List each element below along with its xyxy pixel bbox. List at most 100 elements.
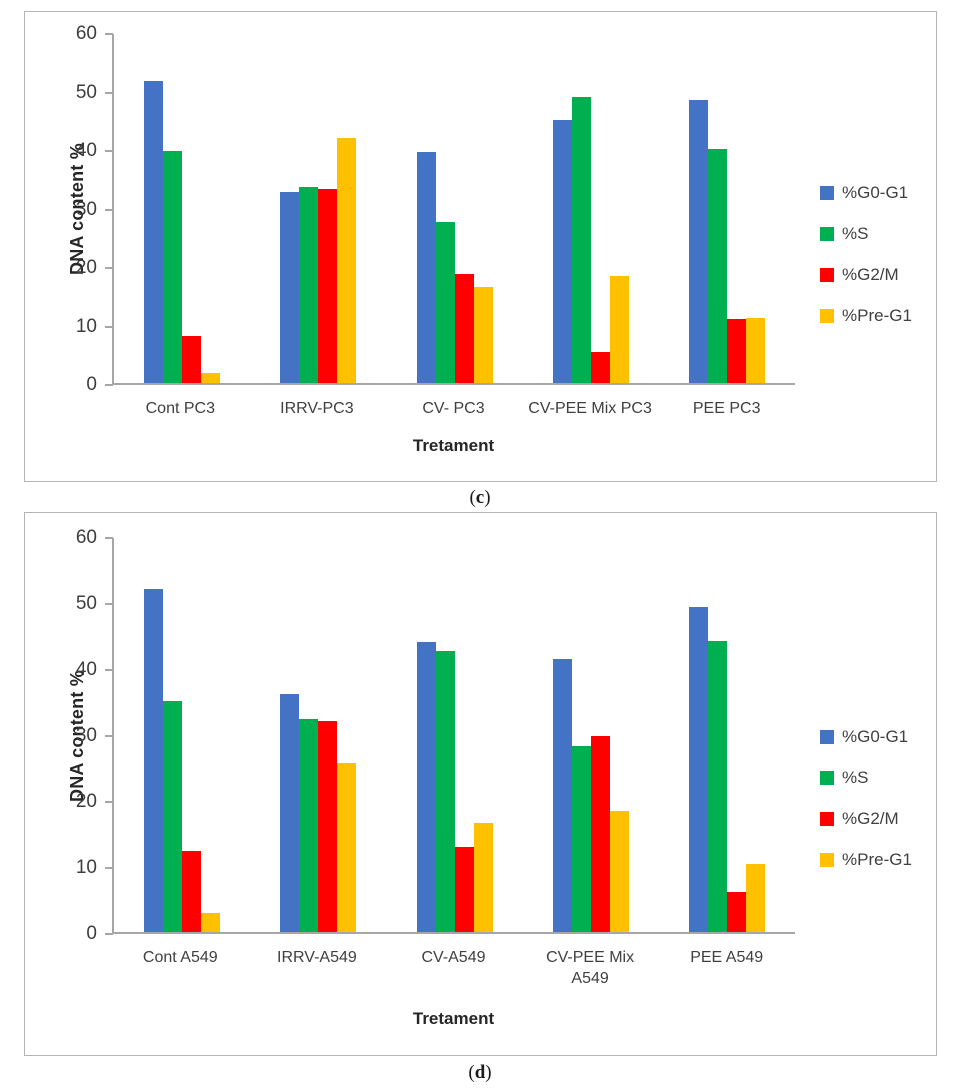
bar--pre-g1 <box>609 811 629 932</box>
x-category-label: Cont PC3 <box>145 400 215 417</box>
y-axis-tick-label: 50 <box>75 81 97 103</box>
caption-c-paren-open: ( <box>469 487 476 508</box>
bar--g0-g1 <box>688 100 708 383</box>
bar-group <box>659 34 795 383</box>
plot-area <box>112 538 795 934</box>
bar-group <box>114 538 250 932</box>
y-axis-tick-label: 40 <box>75 140 97 161</box>
legend-item: %G0-G1 <box>820 183 912 203</box>
x-axis-labels: Cont PC3 IRRV-PC3 CV- PC3 CV-PEE Mix PC3 PEE… <box>112 398 795 419</box>
bar--s <box>707 641 727 932</box>
legend-swatch-icon <box>820 309 834 323</box>
y-axis-tick-label: 60 <box>75 527 97 548</box>
bar--s <box>571 96 591 383</box>
y-axis-tick-mark <box>105 325 113 328</box>
caption-d: (d) <box>0 1062 960 1084</box>
caption-d-paren-close: ) <box>485 1062 492 1083</box>
bar--pre-g1 <box>201 912 221 932</box>
caption-c-paren-close: ) <box>484 487 491 508</box>
bar--pre-g1 <box>473 287 493 383</box>
bar-group <box>114 34 250 383</box>
bar--pre-g1 <box>745 317 765 383</box>
bar--s <box>299 186 319 383</box>
legend-swatch-icon <box>820 186 834 200</box>
bar--g0-g1 <box>688 606 708 932</box>
bar--s <box>571 745 591 932</box>
y-axis-tick-label: 50 <box>75 593 97 614</box>
legend-label: %G2/M <box>842 265 899 284</box>
plot-area <box>112 34 795 385</box>
bar--pre-g1 <box>473 823 493 932</box>
y-axis-tick-mark <box>105 933 113 935</box>
x-axis-title: Tretament <box>412 436 495 455</box>
x-axis-labels: Cont A549 IRRV-A549 CV-A549 CV-PEE Mix A549… <box>112 947 795 989</box>
bar--g0-g1 <box>552 659 572 932</box>
y-axis-tick-label: 20 <box>75 791 97 812</box>
x-category-label: CV-PEE Mix PC3 <box>528 400 652 417</box>
bar--s <box>163 150 183 383</box>
legend-label: %G0-G1 <box>842 727 909 746</box>
bar--g0-g1 <box>552 120 572 383</box>
bar--s <box>163 700 183 932</box>
caption-c: (c) <box>0 487 960 509</box>
legend-swatch-icon <box>820 771 834 785</box>
y-axis-tick-mark <box>105 384 113 386</box>
caption-c-letter: c <box>475 487 485 508</box>
y-axis-tick-mark <box>105 33 113 35</box>
bar--pre-g1 <box>609 275 629 383</box>
legend-swatch-icon <box>820 730 834 744</box>
bar--g2-m <box>182 851 202 932</box>
bar--g2-m <box>318 189 338 383</box>
bar--s <box>299 718 319 932</box>
legend: %G0-G1 %S %G2/M %Pre-G1 <box>820 183 912 326</box>
y-axis-tick-mark <box>105 867 113 869</box>
legend-label: %Pre-G1 <box>842 850 912 869</box>
bar--g0-g1 <box>144 588 164 932</box>
legend-item: %G2/M <box>820 265 912 285</box>
caption-d-letter: d <box>474 1062 486 1083</box>
bar-group <box>523 34 659 383</box>
x-category-label: CV-A549 <box>421 949 486 966</box>
x-axis-title: Tretament <box>412 1009 495 1028</box>
bar--pre-g1 <box>201 372 221 383</box>
bar--g2-m <box>454 847 474 932</box>
bar--g0-g1 <box>416 152 436 383</box>
legend-item: %G0-G1 <box>820 727 912 747</box>
bar--pre-g1 <box>337 763 357 932</box>
y-axis-tick-mark <box>105 669 113 671</box>
bar--pre-g1 <box>337 137 357 383</box>
legend: %G0-G1 %S %G2/M %Pre-G1 <box>820 727 912 870</box>
y-axis-tick-mark <box>105 91 113 94</box>
bar--g2-m <box>590 735 610 932</box>
legend-item: %Pre-G1 <box>820 306 912 326</box>
y-axis-tick-label: 0 <box>86 374 97 395</box>
y-axis-tick-label: 60 <box>75 23 97 44</box>
x-category-label: PEE A549 <box>690 949 764 966</box>
legend-swatch-icon <box>820 227 834 241</box>
legend-label: %Pre-G1 <box>842 306 912 325</box>
bar--g2-m <box>318 720 338 932</box>
bar--g0-g1 <box>416 641 436 932</box>
bar-group <box>523 538 659 932</box>
x-category-label: CV- PC3 <box>422 400 485 417</box>
y-axis-tick-label: 10 <box>75 857 97 878</box>
y-axis-tick-mark <box>105 150 113 152</box>
y-axis-tick-label: 10 <box>75 315 97 337</box>
y-axis-tick-mark <box>105 735 113 737</box>
y-axis-tick-mark <box>105 603 113 605</box>
legend-label: %S <box>842 224 869 243</box>
legend-label: %S <box>842 768 869 787</box>
x-category-label: PEE PC3 <box>692 400 761 417</box>
bar--g0-g1 <box>280 694 300 932</box>
legend-label: %G2/M <box>842 809 899 828</box>
panel-d-chart: DNA content % Cont A549 IRRV-A549 CV-A549 C… <box>24 512 937 1056</box>
x-category-label: IRRV-A549 <box>277 949 357 966</box>
y-axis-tick-label: 20 <box>75 257 97 278</box>
legend-swatch-icon <box>820 853 834 867</box>
y-axis-tick-mark <box>105 537 113 539</box>
y-axis-tick-mark <box>105 208 113 211</box>
bar--s <box>435 650 455 932</box>
bar-group <box>386 538 522 932</box>
legend-swatch-icon <box>820 812 834 826</box>
